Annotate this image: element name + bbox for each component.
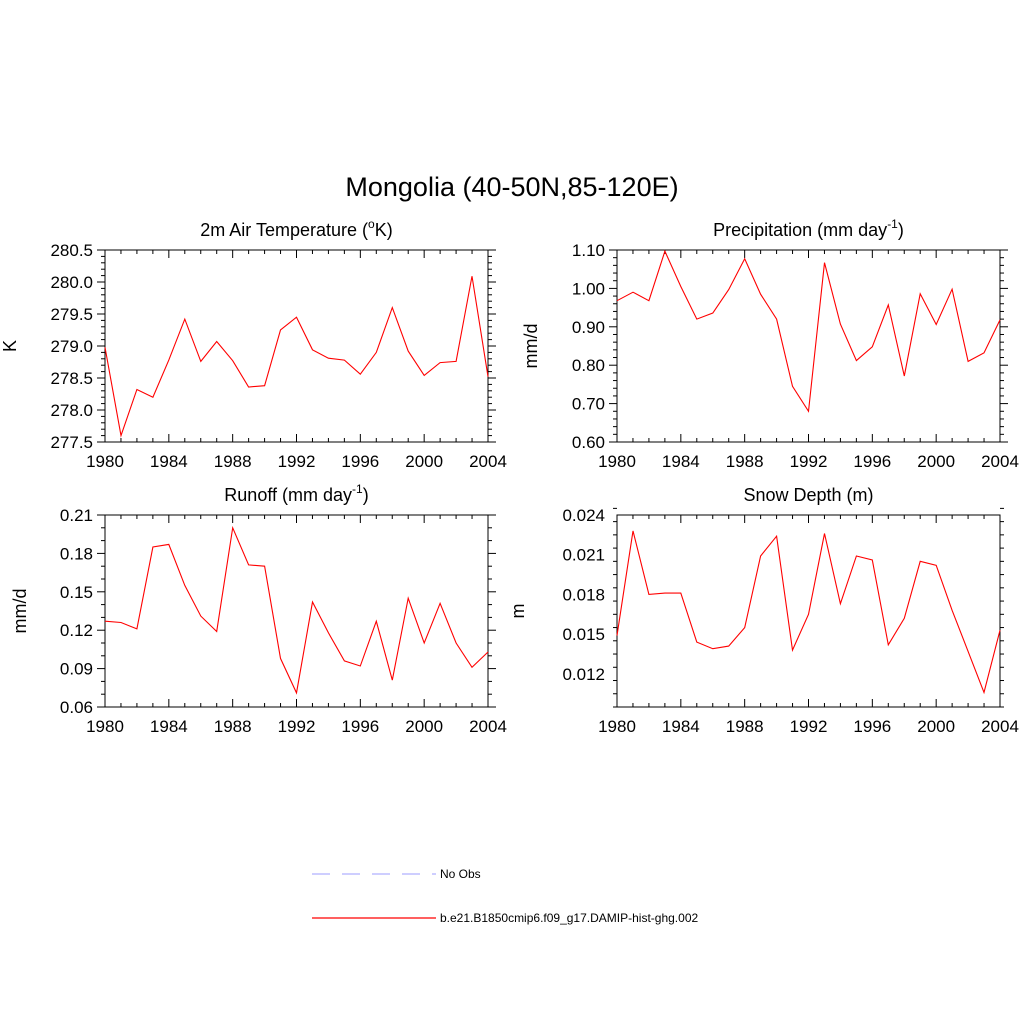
series-line-precipitation xyxy=(616,249,1001,413)
series-line-snow-depth xyxy=(616,530,1001,695)
x-tick-label: 1992 xyxy=(278,717,316,736)
x-tick-label: 1980 xyxy=(86,452,124,471)
y-tick-label: 0.90 xyxy=(572,318,605,337)
y-axis-label: K xyxy=(0,340,20,352)
x-tick-label: 1980 xyxy=(598,717,636,736)
panel-precipitation: Precipitation (mm day-1) 1980 1984 1988 1992… xyxy=(521,217,1019,471)
x-tick-label: 1988 xyxy=(726,717,764,736)
x-tick-label: 1996 xyxy=(853,717,891,736)
legend-label-1: b.e21.B1850cmip6.f09_g17.DAMIP-hist-ghg.… xyxy=(440,911,698,925)
y-tick-label: 0.80 xyxy=(572,356,605,375)
x-tick-label: 2000 xyxy=(917,717,955,736)
legend: No Obs b.e21.B1850cmip6.f09_g17.DAMIP-his… xyxy=(312,867,698,925)
x-tick-label: 1996 xyxy=(341,717,379,736)
x-tick-label: 1984 xyxy=(662,717,700,736)
y-tick-label: 277.5 xyxy=(50,433,93,452)
plot-frame xyxy=(104,514,489,708)
series-line-temperature xyxy=(104,276,489,438)
y-tick-label: 278.0 xyxy=(50,401,93,420)
x-tick-label: 1996 xyxy=(341,452,379,471)
legend-label-0: No Obs xyxy=(440,867,481,881)
panel-title-tail: ) xyxy=(898,220,904,240)
panel-title-superscript: -1 xyxy=(887,217,898,231)
plot-frame xyxy=(616,249,1001,443)
x-tick-label: 1984 xyxy=(150,452,188,471)
y-axis-label: mm/d xyxy=(10,589,30,634)
y-tick-label: 0.21 xyxy=(60,506,93,525)
y-tick-label: 1.10 xyxy=(572,241,605,260)
y-tick-label: 0.021 xyxy=(562,546,605,565)
x-tick-label: 1988 xyxy=(214,452,252,471)
x-tick-label: 2000 xyxy=(405,717,443,736)
x-tick-label: 1992 xyxy=(278,452,316,471)
y-tick-label: 0.12 xyxy=(60,621,93,640)
x-tick-label: 1988 xyxy=(726,452,764,471)
y-tick-label: 1.00 xyxy=(572,279,605,298)
y-tick-label: 0.018 xyxy=(562,585,605,604)
y-tick-label: 0.015 xyxy=(562,625,605,644)
y-tick-label: 280.0 xyxy=(50,273,93,292)
panel-title-superscript: o xyxy=(368,217,375,231)
y-tick-label: 0.18 xyxy=(60,544,93,563)
x-tick-label: 1992 xyxy=(790,452,828,471)
x-tick-label: 2004 xyxy=(469,717,507,736)
y-tick-label: 280.5 xyxy=(50,241,93,260)
panel-title: Snow Depth (m) xyxy=(743,485,873,505)
y-tick-label: 0.60 xyxy=(572,433,605,452)
x-tick-label: 1992 xyxy=(790,717,828,736)
x-tick-label: 2004 xyxy=(469,452,507,471)
y-tick-label: 0.024 xyxy=(562,506,605,525)
x-tick-label: 1980 xyxy=(598,452,636,471)
y-axis-label: m xyxy=(508,604,528,619)
panel-title-superscript: -1 xyxy=(352,482,363,496)
x-tick-label: 1984 xyxy=(662,452,700,471)
x-tick-label: 1984 xyxy=(150,717,188,736)
y-tick-label: 0.06 xyxy=(60,698,93,717)
y-tick-label: 0.09 xyxy=(60,660,93,679)
panel-snow-depth: Snow Depth (m) 1980 1984 1988 1992 1996 2000 20… xyxy=(508,485,1019,736)
x-tick-label: 2004 xyxy=(981,717,1019,736)
panel-title: Precipitation (mm day-1) xyxy=(713,217,904,240)
y-tick-label: 0.15 xyxy=(60,583,93,602)
panel-title: Runoff (mm day-1) xyxy=(224,482,368,505)
x-tick-label: 2000 xyxy=(917,452,955,471)
plot-frame xyxy=(104,249,489,443)
y-tick-label: 0.012 xyxy=(562,665,605,684)
panel-title-tail: K) xyxy=(375,220,393,240)
y-tick-label: 279.5 xyxy=(50,305,93,324)
x-tick-label: 1996 xyxy=(853,452,891,471)
series-line-runoff xyxy=(104,525,489,695)
panel-temperature: 2m Air Temperature (oK) 1980 1984 1988 1992 1… xyxy=(0,217,507,471)
y-tick-label: 0.70 xyxy=(572,395,605,414)
x-tick-label: 1988 xyxy=(214,717,252,736)
y-tick-label: 278.5 xyxy=(50,369,93,388)
x-tick-label: 2004 xyxy=(981,452,1019,471)
y-tick-label: 279.0 xyxy=(50,337,93,356)
x-tick-label: 1980 xyxy=(86,717,124,736)
panel-title-tail: ) xyxy=(363,485,369,505)
y-axis-label: mm/d xyxy=(521,324,541,369)
figure-title: Mongolia (40-50N,85-120E) xyxy=(345,172,678,202)
plot-frame xyxy=(616,514,1001,708)
panel-title: 2m Air Temperature (oK) xyxy=(200,217,392,240)
x-tick-label: 2000 xyxy=(405,452,443,471)
panel-runoff: Runoff (mm day-1) 1980 1984 1988 1992 1996 200… xyxy=(10,482,507,736)
panels: 2m Air Temperature (oK) 1980 1984 1988 1992 1… xyxy=(0,217,1019,736)
